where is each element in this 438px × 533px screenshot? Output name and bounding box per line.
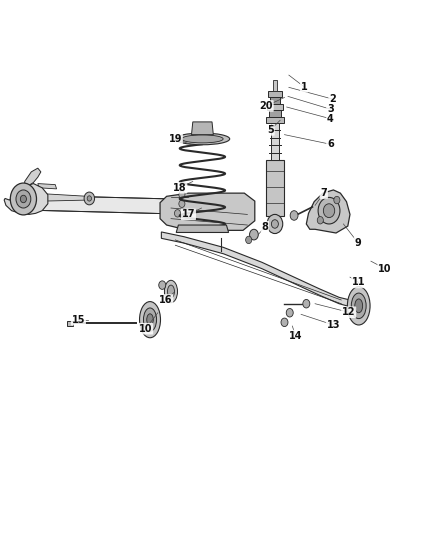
Circle shape — [250, 229, 258, 240]
Text: 15: 15 — [72, 314, 85, 325]
Text: 20: 20 — [259, 101, 273, 111]
Text: 19: 19 — [169, 134, 182, 144]
Circle shape — [286, 309, 293, 317]
Polygon shape — [176, 225, 229, 232]
Text: 12: 12 — [342, 307, 355, 317]
Polygon shape — [266, 117, 284, 123]
Circle shape — [246, 236, 252, 244]
Ellipse shape — [147, 314, 153, 326]
Ellipse shape — [351, 293, 366, 319]
Circle shape — [318, 197, 340, 224]
Text: 3: 3 — [327, 104, 334, 114]
Polygon shape — [191, 122, 213, 135]
Circle shape — [290, 211, 298, 220]
Polygon shape — [161, 232, 359, 309]
Text: 14: 14 — [289, 330, 302, 341]
Ellipse shape — [355, 299, 363, 313]
Ellipse shape — [175, 133, 230, 145]
Circle shape — [16, 190, 31, 208]
Polygon shape — [67, 321, 73, 326]
Polygon shape — [306, 190, 350, 233]
Text: 6: 6 — [327, 139, 334, 149]
Polygon shape — [271, 123, 279, 160]
Ellipse shape — [347, 287, 370, 325]
Text: 13: 13 — [327, 320, 340, 330]
Circle shape — [11, 183, 36, 215]
Polygon shape — [269, 110, 281, 117]
Polygon shape — [160, 193, 255, 230]
Ellipse shape — [164, 280, 177, 303]
Text: 18: 18 — [173, 183, 187, 193]
Text: 1: 1 — [301, 82, 307, 92]
Ellipse shape — [144, 308, 156, 332]
Text: 4: 4 — [327, 114, 334, 124]
Polygon shape — [29, 195, 234, 215]
Ellipse shape — [140, 302, 160, 338]
Ellipse shape — [182, 135, 223, 143]
Circle shape — [334, 196, 340, 204]
Circle shape — [323, 204, 335, 217]
Circle shape — [20, 195, 26, 203]
Text: 16: 16 — [159, 295, 173, 305]
Text: 5: 5 — [267, 125, 274, 135]
Circle shape — [272, 220, 279, 228]
Polygon shape — [267, 104, 283, 110]
Polygon shape — [270, 98, 280, 104]
Text: 11: 11 — [352, 278, 365, 287]
Ellipse shape — [167, 285, 174, 298]
Circle shape — [159, 281, 166, 289]
Text: 8: 8 — [261, 222, 268, 232]
Polygon shape — [268, 91, 282, 98]
Polygon shape — [4, 183, 48, 214]
Circle shape — [303, 300, 310, 308]
Circle shape — [267, 214, 283, 233]
Text: 10: 10 — [139, 324, 152, 334]
Circle shape — [84, 192, 95, 205]
Circle shape — [317, 216, 323, 224]
Polygon shape — [273, 80, 277, 91]
Polygon shape — [266, 160, 284, 216]
Polygon shape — [38, 183, 57, 189]
Circle shape — [281, 318, 288, 327]
Circle shape — [87, 196, 92, 201]
Polygon shape — [42, 193, 89, 201]
Polygon shape — [25, 168, 41, 188]
Text: 7: 7 — [321, 188, 327, 198]
Text: 9: 9 — [354, 238, 361, 247]
Circle shape — [174, 209, 180, 217]
Text: 17: 17 — [182, 209, 195, 220]
Text: 2: 2 — [329, 94, 336, 104]
Circle shape — [179, 200, 185, 207]
Text: 10: 10 — [378, 264, 392, 273]
Circle shape — [179, 191, 185, 198]
